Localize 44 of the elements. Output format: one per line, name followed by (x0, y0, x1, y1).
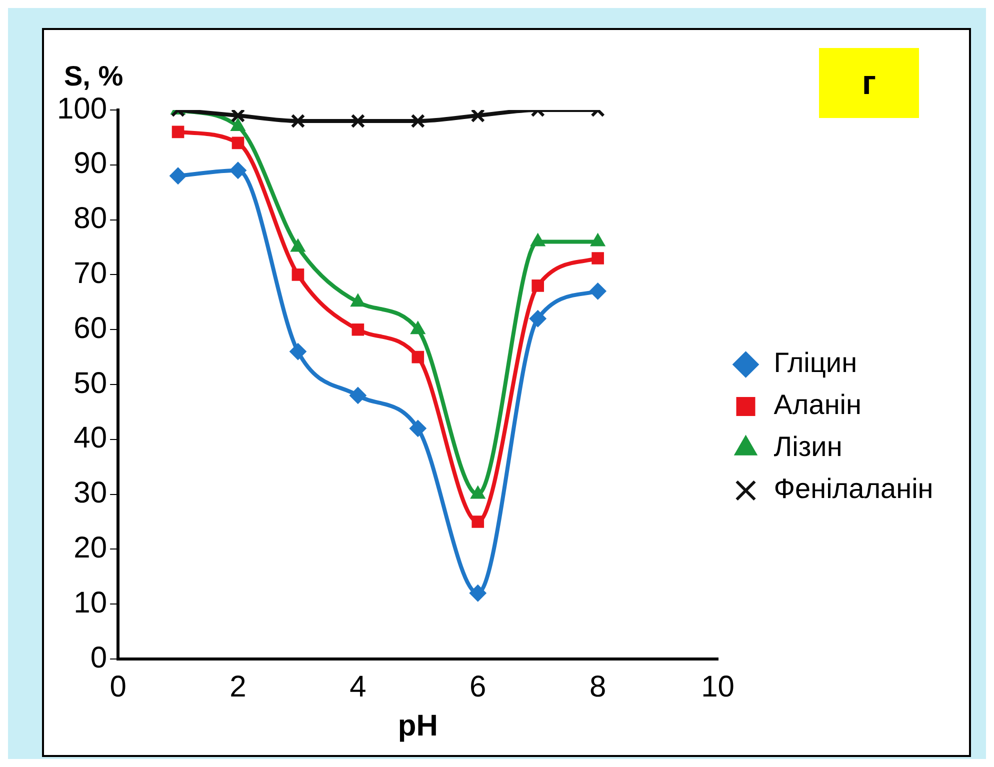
x-tick-label: 6 (470, 670, 486, 704)
legend-label: Фенілаланін (774, 473, 934, 504)
point (589, 282, 606, 300)
point (412, 350, 424, 364)
x-axis-title: pH (398, 709, 438, 742)
x-tick-label: 10 (701, 670, 734, 704)
point (292, 268, 304, 281)
y-tick-label: 70 (74, 256, 108, 290)
x-tick-label: 4 (350, 670, 366, 704)
point (532, 280, 544, 292)
y-tick-label: 0 (90, 641, 108, 674)
point (409, 420, 426, 437)
point (472, 516, 484, 528)
y-tick-label: 20 (74, 531, 108, 564)
legend-label: Гліцин (774, 347, 858, 378)
y-tick-label: 50 (74, 366, 108, 400)
point (469, 584, 486, 602)
y-tick-label: 90 (74, 147, 108, 180)
point (470, 110, 486, 123)
y-tick-label: 60 (74, 312, 108, 345)
point (352, 323, 364, 336)
point (529, 310, 546, 328)
point (350, 114, 366, 128)
y-tick-label: 100 (56, 92, 108, 126)
point (230, 110, 246, 123)
point (410, 114, 426, 128)
y-axis-title: S, % (64, 60, 124, 92)
text: г (819, 48, 919, 118)
point (229, 162, 246, 179)
point (592, 252, 604, 264)
point (172, 126, 184, 138)
legend-label: Лізин (774, 431, 842, 462)
point (170, 167, 187, 184)
point (290, 114, 306, 128)
point (289, 343, 306, 360)
x-tick-label: 2 (230, 670, 246, 704)
point (232, 136, 244, 150)
x-tick-label: 8 (589, 670, 606, 704)
legend-label: Аланін (774, 389, 862, 420)
y-tick-label: 80 (74, 202, 108, 236)
y-tick-label: 30 (74, 476, 108, 510)
point (349, 386, 366, 404)
y-tick-label: 40 (74, 422, 108, 455)
y-tick-label: 10 (74, 586, 108, 620)
